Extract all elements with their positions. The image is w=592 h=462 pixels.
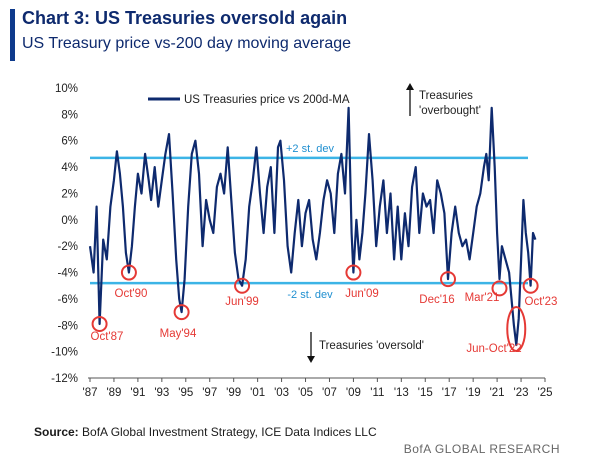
y-tick-label: 6% — [61, 136, 78, 148]
x-tick-label: '91 — [130, 387, 145, 399]
y-tick-label: -4% — [58, 268, 78, 280]
x-tick-label: '93 — [154, 387, 169, 399]
x-tick-label: '15 — [418, 387, 433, 399]
y-tick-label: 0% — [61, 215, 78, 227]
oversold-circle — [506, 306, 527, 353]
legend-label: US Treasuries price vs 200d-MA — [184, 94, 350, 106]
y-tick-label: -6% — [58, 294, 78, 306]
oversold-date-label: Oct'87 — [91, 331, 124, 343]
y-tick-label: -2% — [58, 241, 78, 253]
oversold-circle — [440, 271, 457, 288]
legend-bg — [144, 91, 340, 107]
source-note: Source: BofA Global Investment Strategy,… — [34, 425, 377, 439]
x-tick-label: '89 — [106, 387, 121, 399]
y-tick-label: 4% — [61, 162, 78, 174]
y-tick-label: -12% — [51, 373, 78, 385]
oversold-date-label: Dec'16 — [419, 294, 454, 306]
oversold-note: Treasuries 'oversold' — [319, 340, 424, 352]
x-tick-label: '05 — [298, 387, 313, 399]
oversold-date-label: May'94 — [160, 328, 197, 340]
x-tick-label: '11 — [370, 387, 384, 399]
x-tick-label: '13 — [394, 387, 409, 399]
x-tick-label: '21 — [490, 387, 505, 399]
oversold-arrow-head — [307, 356, 315, 363]
x-tick-label: '23 — [514, 387, 529, 399]
oversold-circle — [345, 264, 362, 281]
y-tick-label: -10% — [51, 347, 78, 359]
oversold-date-label: Jun'09 — [345, 288, 379, 300]
overbought-note-line2: 'overbought' — [419, 105, 481, 117]
treasury-chart: 10% 8% 6% 4% 2% 0% -2% -4% -6% -8% -10% -12% '87 '89 '… — [51, 83, 558, 399]
oversold-circle — [491, 280, 508, 297]
y-tick-label: 2% — [61, 188, 78, 200]
x-tick-label: '87 — [83, 387, 98, 399]
treasury-series-line — [88, 106, 537, 347]
x-tick-label: '03 — [274, 387, 289, 399]
source-text: BofA Global Investment Strategy, ICE Dat… — [82, 425, 377, 439]
x-tick-label: '99 — [226, 387, 241, 399]
oversold-date-label: Jun-Oct'22 — [466, 343, 521, 355]
x-tick-label: '17 — [442, 387, 457, 399]
x-tick-label: '09 — [346, 387, 361, 399]
x-tick-label: '95 — [178, 387, 193, 399]
minus-2-stdev-label: -2 st. dev — [287, 289, 333, 301]
overbought-arrow-head — [406, 83, 414, 90]
y-tick-label: -8% — [58, 320, 78, 332]
brand-footer: BofA GLOBAL RESEARCH — [403, 442, 560, 456]
oversold-circle — [120, 264, 137, 281]
plus-2-stdev-label: +2 st. dev — [286, 143, 335, 155]
minus-2-stdev-label-bg — [283, 288, 337, 302]
x-tick-label: '25 — [538, 387, 553, 399]
x-tick-label: '07 — [322, 387, 337, 399]
oversold-circle — [173, 304, 190, 321]
chart-subtitle: US Treasury price vs-200 day moving aver… — [22, 35, 352, 52]
source-label: Source: — [34, 425, 79, 439]
plus-2-stdev-label-bg — [283, 141, 337, 155]
oversold-date-label: Oct'23 — [525, 296, 558, 308]
oversold-date-label: Jun'99 — [225, 296, 259, 308]
oversold-circle — [234, 277, 251, 294]
y-tick-label: 8% — [61, 109, 78, 121]
x-tick-label: '19 — [466, 387, 481, 399]
oversold-circle — [91, 315, 108, 332]
title-accent-bar — [10, 9, 15, 61]
overbought-note-line1: Treasuries — [419, 90, 473, 102]
chart-title: Chart 3: US Treasuries oversold again — [22, 8, 348, 28]
oversold-date-label: Mar'21 — [465, 292, 500, 304]
x-tick-label: '01 — [250, 387, 265, 399]
y-tick-label: 10% — [55, 83, 78, 95]
oversold-circle — [522, 277, 539, 294]
oversold-date-label: Oct'90 — [115, 288, 148, 300]
x-tick-label: '97 — [202, 387, 217, 399]
